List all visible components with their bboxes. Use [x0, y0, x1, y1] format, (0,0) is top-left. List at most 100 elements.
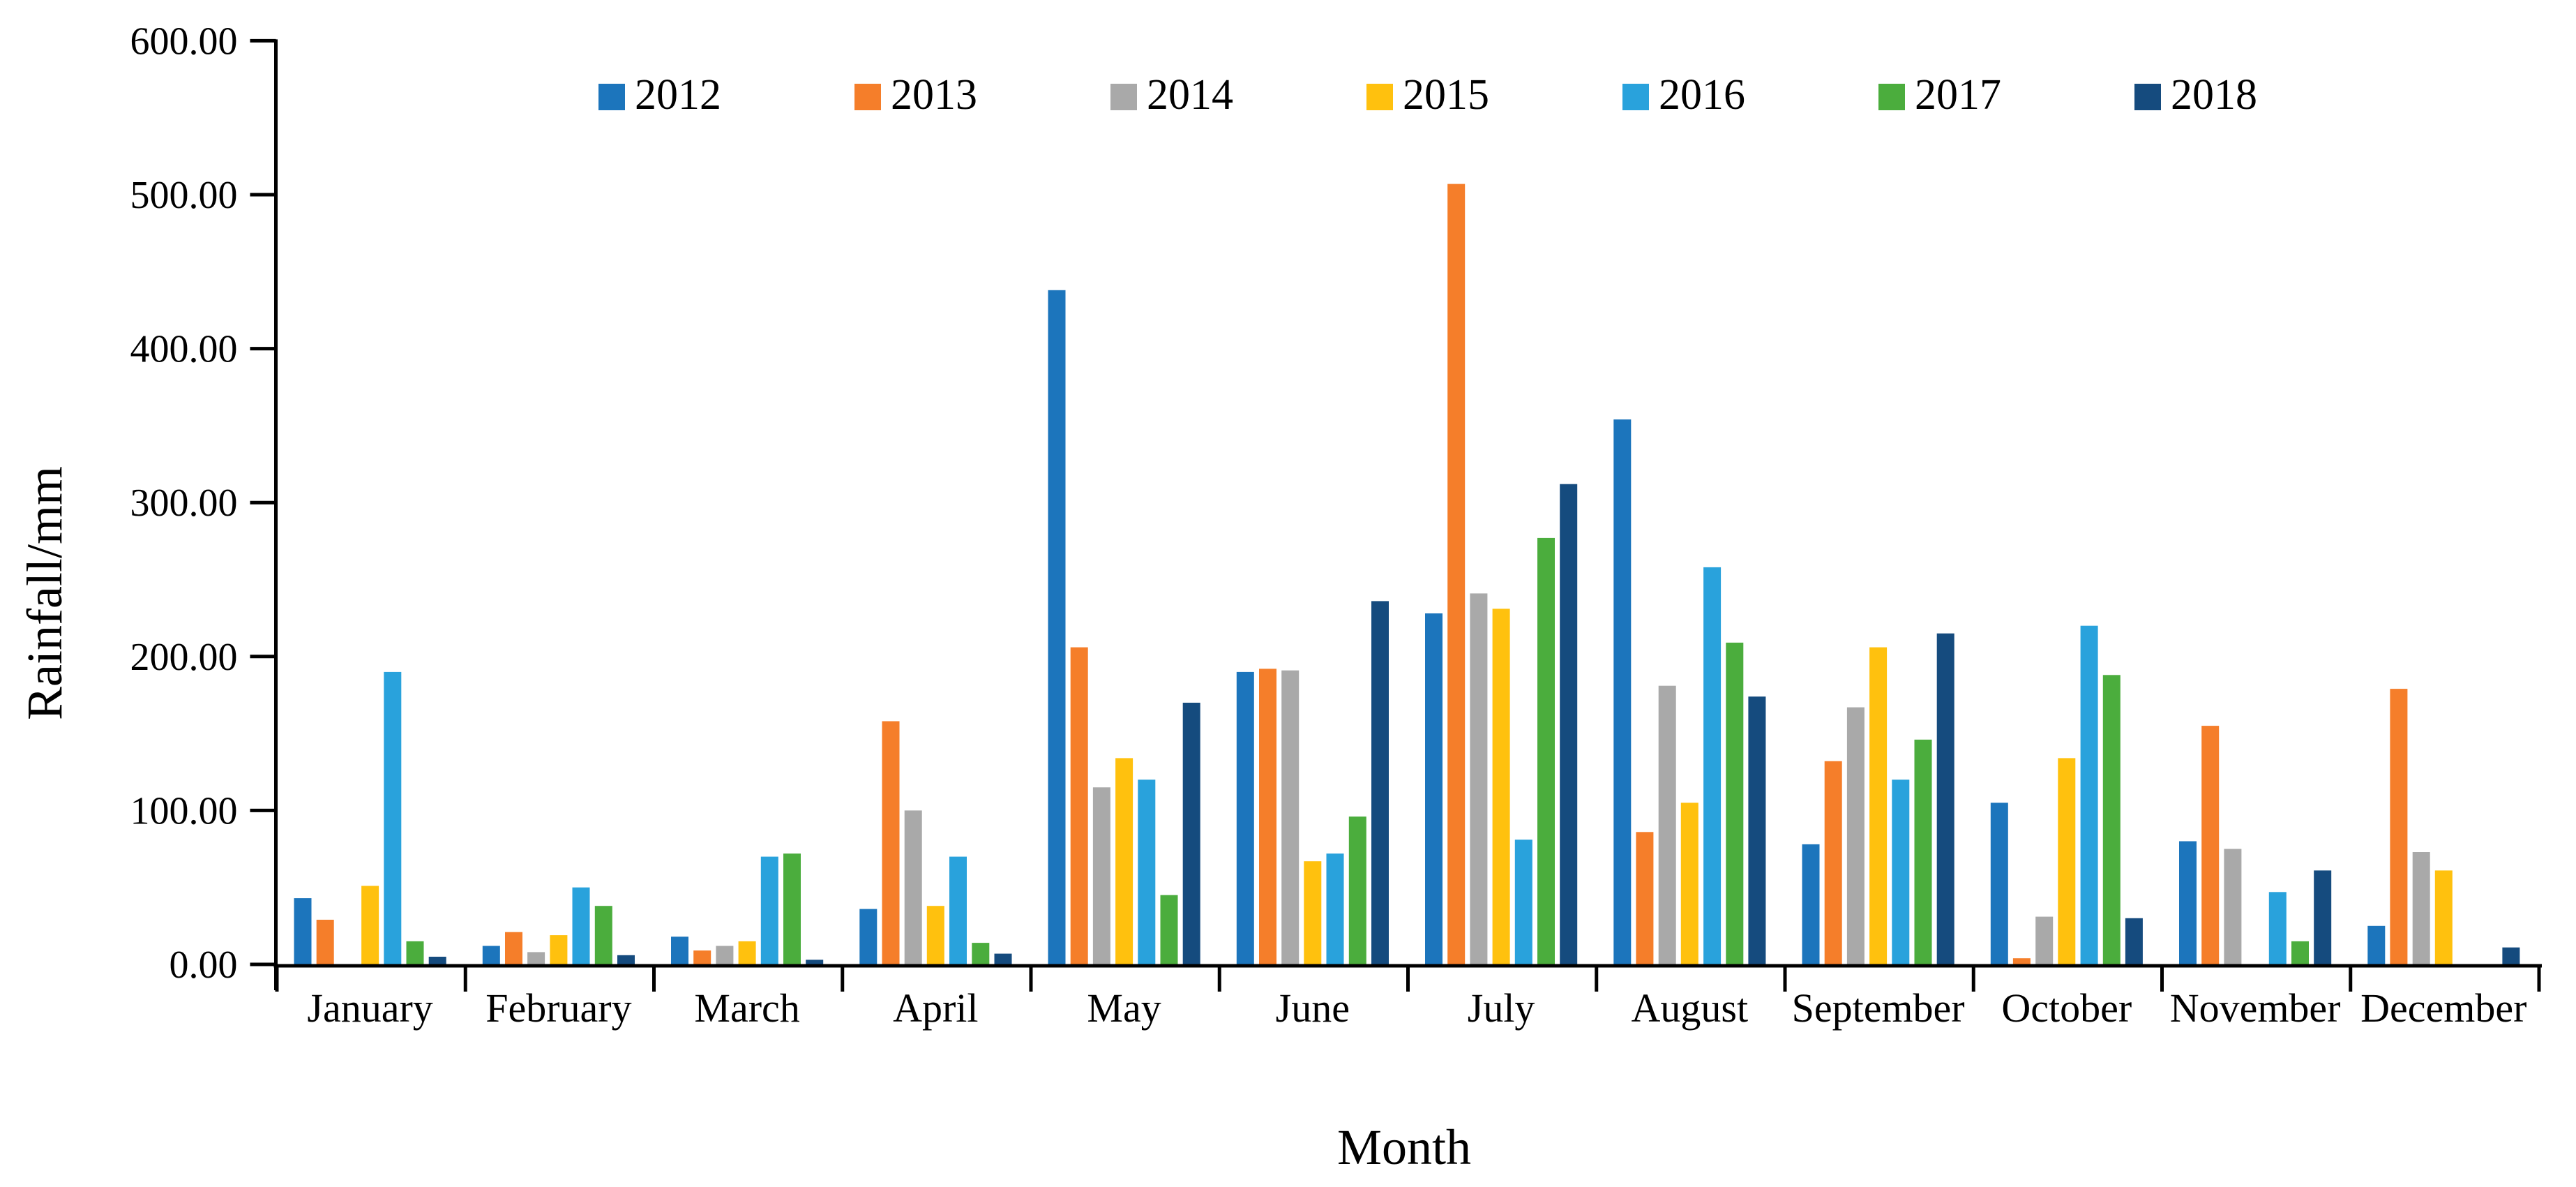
bar-2016-september	[1892, 779, 1910, 964]
month-label-january: January	[307, 985, 432, 1031]
bar-2013-march	[693, 950, 711, 964]
bar-2013-october	[2012, 958, 2031, 964]
legend-swatch-2016	[1622, 84, 1649, 110]
month-label-august: August	[1632, 985, 1749, 1031]
legend-swatch-2013	[854, 84, 881, 110]
legend-item-2017: 2017	[1878, 71, 2001, 119]
legend-item-2016: 2016	[1622, 71, 1745, 119]
bar-2017-september	[1914, 739, 1932, 964]
bar-2016-march	[760, 856, 778, 964]
bar-2014-august	[1658, 685, 1676, 964]
plot-area	[294, 184, 2520, 965]
bar-2013-july	[1447, 184, 1466, 965]
legend: 2012 2013 2014 2015 2016 2017 2018	[598, 71, 2257, 119]
bar-2018-december	[2502, 947, 2520, 964]
legend-swatch-2014	[1110, 84, 1137, 110]
bar-2013-december	[2390, 689, 2408, 964]
y-tick-label: 500.00	[130, 174, 238, 217]
month-label-december: December	[2360, 985, 2526, 1031]
legend-swatch-2012	[598, 84, 625, 110]
y-axis-title: Rainfall/mm	[17, 466, 73, 720]
bar-2018-june	[1371, 601, 1389, 964]
bar-2014-june	[1281, 670, 1300, 964]
bar-2015-august	[1680, 802, 1698, 964]
bar-2018-february	[617, 955, 635, 964]
bar-2012-june	[1236, 671, 1254, 964]
legend-label-2018: 2018	[2171, 71, 2257, 119]
bar-2018-july	[1560, 484, 1578, 964]
bar-2015-september	[1869, 647, 1888, 964]
legend-label-2013: 2013	[891, 71, 977, 119]
bar-2016-april	[949, 856, 967, 964]
bar-2016-november	[2268, 892, 2287, 964]
bar-2014-october	[2035, 916, 2054, 964]
bar-2014-february	[527, 952, 545, 964]
y-tick-label: 600.00	[130, 20, 238, 63]
bar-2015-october	[2058, 758, 2076, 964]
month-label-october: October	[2001, 985, 2132, 1031]
bar-2012-march	[671, 936, 688, 964]
legend-item-2012: 2012	[598, 71, 721, 119]
bar-2014-may	[1092, 787, 1110, 964]
bar-2015-march	[738, 941, 756, 964]
axes	[250, 38, 2542, 992]
legend-swatch-2015	[1366, 84, 1393, 110]
bar-2014-july	[1470, 593, 1488, 964]
y-axis-tick-labels: 0.00 100.00 200.00 300.00 400.00 500.00 600.00	[130, 20, 238, 987]
bar-2014-december	[2412, 852, 2430, 964]
bar-2013-september	[1824, 761, 1842, 964]
y-tick-label: 200.00	[130, 636, 238, 679]
bar-2012-may	[1048, 290, 1066, 964]
bar-2018-november	[2314, 870, 2332, 964]
bar-2015-april	[926, 906, 944, 964]
bar-2015-february	[550, 935, 568, 964]
month-label-may: May	[1087, 985, 1161, 1031]
bar-2017-october	[2102, 675, 2121, 964]
bar-2017-july	[1537, 537, 1555, 964]
month-label-april: April	[893, 985, 978, 1031]
bar-2012-august	[1613, 419, 1632, 964]
bar-2017-march	[783, 853, 801, 964]
bar-2014-april	[904, 810, 922, 964]
bar-2012-july	[1425, 613, 1443, 964]
bar-2018-january	[428, 957, 446, 964]
bar-2015-january	[361, 886, 379, 964]
month-label-november: November	[2170, 985, 2341, 1031]
bar-2012-october	[1990, 802, 2008, 964]
bar-2018-september	[1936, 633, 1954, 964]
legend-label-2017: 2017	[1915, 71, 2001, 119]
bar-2016-october	[2080, 625, 2098, 964]
bar-2018-october	[2125, 918, 2143, 964]
legend-item-2013: 2013	[854, 71, 977, 119]
bar-2014-march	[716, 946, 734, 964]
bar-2013-april	[882, 721, 900, 964]
y-tick-label: 0.00	[170, 943, 238, 987]
bar-2016-july	[1514, 839, 1532, 964]
bar-2012-february	[482, 946, 500, 964]
bar-2012-january	[294, 898, 312, 964]
legend-label-2012: 2012	[635, 71, 721, 119]
bar-2012-december	[2367, 925, 2386, 964]
month-label-march: March	[694, 985, 799, 1031]
month-label-june: June	[1276, 985, 1350, 1031]
bar-2012-april	[859, 909, 878, 964]
bar-2013-february	[505, 932, 522, 964]
bar-2017-january	[406, 941, 424, 964]
month-label-february: February	[485, 985, 631, 1031]
legend-label-2015: 2015	[1403, 71, 1489, 119]
legend-item-2015: 2015	[1366, 71, 1489, 119]
bar-2015-june	[1304, 861, 1322, 964]
y-tick-label: 100.00	[130, 789, 238, 833]
legend-label-2016: 2016	[1659, 71, 1745, 119]
bar-2017-may	[1160, 895, 1178, 964]
bar-2017-november	[2291, 941, 2309, 964]
legend-swatch-2017	[1878, 84, 1905, 110]
bar-2013-november	[2201, 726, 2220, 964]
y-tick-label: 300.00	[130, 481, 238, 525]
bar-2017-april	[972, 943, 990, 964]
bar-2015-july	[1492, 609, 1510, 964]
bar-2018-april	[994, 953, 1012, 964]
bar-2017-june	[1348, 816, 1366, 964]
